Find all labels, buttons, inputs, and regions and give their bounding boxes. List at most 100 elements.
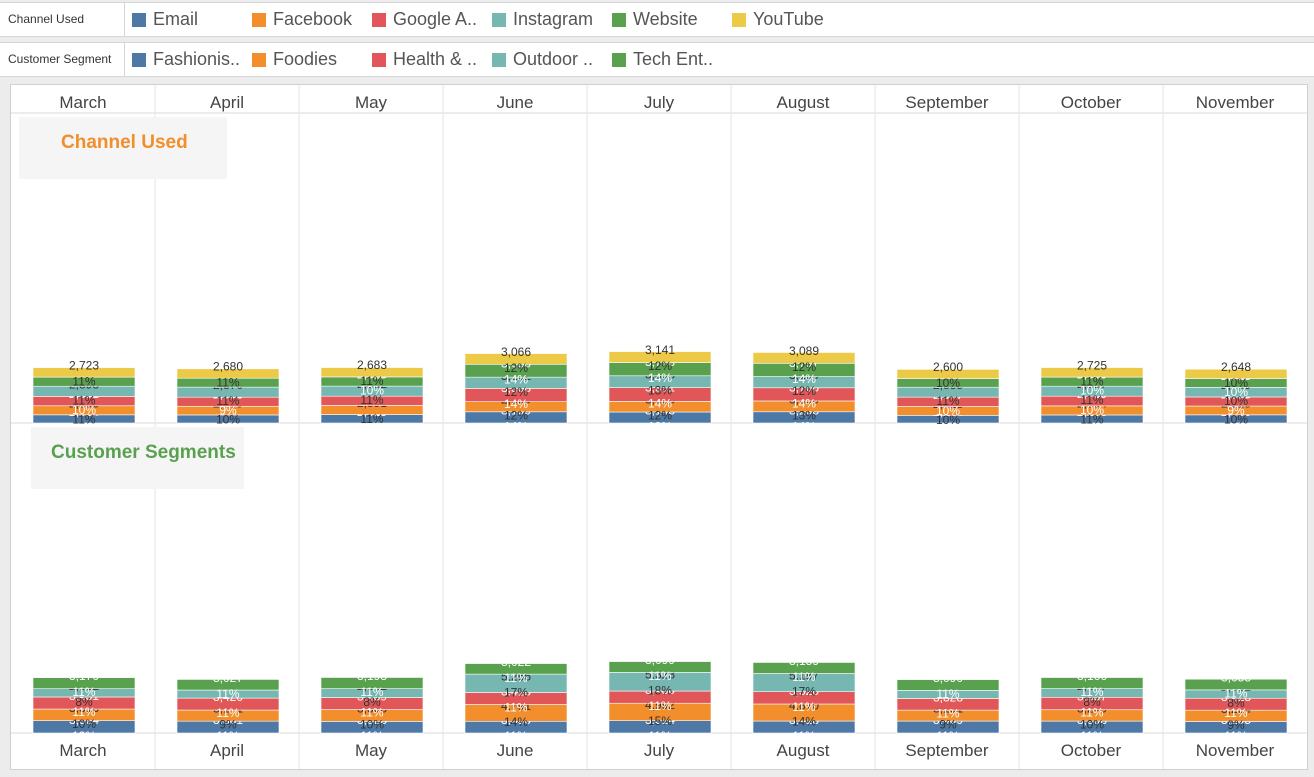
column-header-top: March — [59, 93, 106, 112]
data-label: 11% — [648, 729, 671, 743]
data-label: 2,648 — [1221, 360, 1251, 374]
legend-channel: Channel Used Email Facebook Google A.. Inst… — [0, 2, 1314, 37]
legend-item[interactable]: YouTube — [732, 3, 824, 36]
data-label: 14% — [648, 397, 672, 411]
data-label: 10% — [1224, 412, 1248, 426]
data-label: 12% — [504, 409, 528, 423]
bar-segment — [176, 368, 280, 379]
column-header-bottom: October — [1061, 741, 1122, 760]
bar-segment — [464, 663, 568, 675]
data-label: 11% — [72, 705, 95, 719]
bar-segment — [320, 367, 424, 378]
data-label: 11% — [1080, 393, 1103, 407]
column-header-top: August — [777, 93, 830, 112]
legend-label: Health & .. — [393, 49, 478, 69]
legend-item[interactable]: Email — [132, 3, 198, 36]
bar-segment — [1184, 678, 1288, 691]
bar-segment — [1184, 368, 1288, 379]
data-label: 11% — [360, 374, 383, 388]
column-header-top: April — [210, 93, 244, 112]
data-label: 11% — [360, 729, 383, 743]
data-label: 3,066 — [501, 345, 531, 359]
data-label: 11% — [360, 412, 383, 426]
legend-swatch — [732, 12, 746, 27]
data-label: 11% — [216, 687, 239, 701]
panel-title-box — [31, 427, 244, 489]
legend-item[interactable]: Website — [612, 3, 698, 36]
bar-segment — [176, 679, 280, 691]
data-label: 12% — [792, 360, 816, 374]
data-label: 11% — [792, 670, 815, 684]
legend-item[interactable]: Foodies — [252, 43, 337, 76]
data-label: 9% — [219, 718, 237, 732]
data-label: 10% — [1080, 403, 1104, 417]
data-label: 14% — [504, 397, 528, 411]
legend-item[interactable]: Instagram — [492, 3, 593, 36]
data-label: 11% — [216, 376, 239, 390]
data-label: 11% — [1080, 374, 1103, 388]
legend-label: Fashionis.. — [153, 49, 241, 69]
chart-area: March March April April May May June June July Ju… — [10, 84, 1308, 770]
bar-segment — [896, 369, 1000, 379]
legend-segment: Customer Segment Fashionis.. Foodies Healt… — [0, 42, 1314, 77]
data-label: 11% — [936, 706, 959, 720]
legend-label: Email — [153, 9, 199, 29]
legend-swatch — [492, 52, 506, 67]
column-header-bottom: August — [777, 741, 830, 760]
legend-item[interactable]: Health & .. — [372, 43, 477, 76]
bar-segment — [32, 677, 136, 690]
data-label: 2,600 — [933, 360, 963, 374]
data-label: 11% — [1080, 685, 1103, 699]
bar-segment — [608, 661, 712, 673]
legend-swatch — [252, 52, 266, 67]
legend-swatch — [252, 12, 266, 27]
legend-item[interactable]: Fashionis.. — [132, 43, 240, 76]
data-label: 11% — [216, 394, 239, 408]
legend-label: Foodies — [273, 49, 338, 69]
column-header-bottom: July — [644, 741, 675, 760]
data-label: 10% — [72, 717, 96, 731]
data-label: 14% — [792, 419, 816, 433]
panel-title: Customer Segments — [51, 442, 236, 463]
data-label: 10% — [936, 404, 960, 418]
data-label: 11% — [936, 729, 959, 743]
data-label: 11% — [648, 699, 671, 713]
legend-item[interactable]: Google A.. — [372, 3, 477, 36]
panel-title: Channel Used — [61, 132, 188, 153]
data-label: 3,166 — [1077, 669, 1107, 683]
legend-item[interactable]: Outdoor .. — [492, 43, 593, 76]
data-label: 10% — [1224, 385, 1248, 399]
data-label: 10% — [360, 384, 384, 398]
data-label: 13% — [648, 384, 672, 398]
data-label: 11% — [72, 374, 95, 388]
data-label: 10% — [1080, 384, 1104, 398]
data-label: 11% — [1224, 687, 1247, 701]
legend-item[interactable]: Tech Ent.. — [612, 43, 713, 76]
legend-swatch — [132, 52, 146, 67]
data-label: 12% — [504, 361, 528, 375]
legend-swatch — [132, 12, 146, 27]
data-label: 8% — [363, 695, 381, 709]
data-label: 2,725 — [1077, 358, 1107, 372]
legend-item[interactable]: Facebook — [252, 3, 352, 36]
column-header-bottom: June — [497, 741, 534, 760]
data-label: 10% — [360, 421, 384, 435]
bar-segment — [320, 677, 424, 689]
data-label: 17% — [504, 685, 528, 699]
data-label: 14% — [504, 419, 528, 433]
legend-label: YouTube — [753, 9, 824, 29]
data-label: 9% — [1227, 404, 1245, 418]
data-label: 10% — [1224, 376, 1248, 390]
column-header-top: October — [1061, 93, 1122, 112]
data-label: 8% — [1227, 696, 1245, 710]
legend-label: Outdoor .. — [513, 49, 594, 69]
bar-segment — [608, 351, 712, 363]
legend-label: Instagram — [513, 9, 594, 29]
data-label: 11% — [648, 669, 671, 683]
data-label: 9% — [939, 718, 957, 732]
legend-swatch — [612, 52, 626, 67]
bar-segment — [32, 367, 136, 378]
data-label: 3,159 — [789, 654, 819, 668]
data-label: 10% — [1080, 421, 1104, 435]
data-label: 12% — [504, 385, 528, 399]
